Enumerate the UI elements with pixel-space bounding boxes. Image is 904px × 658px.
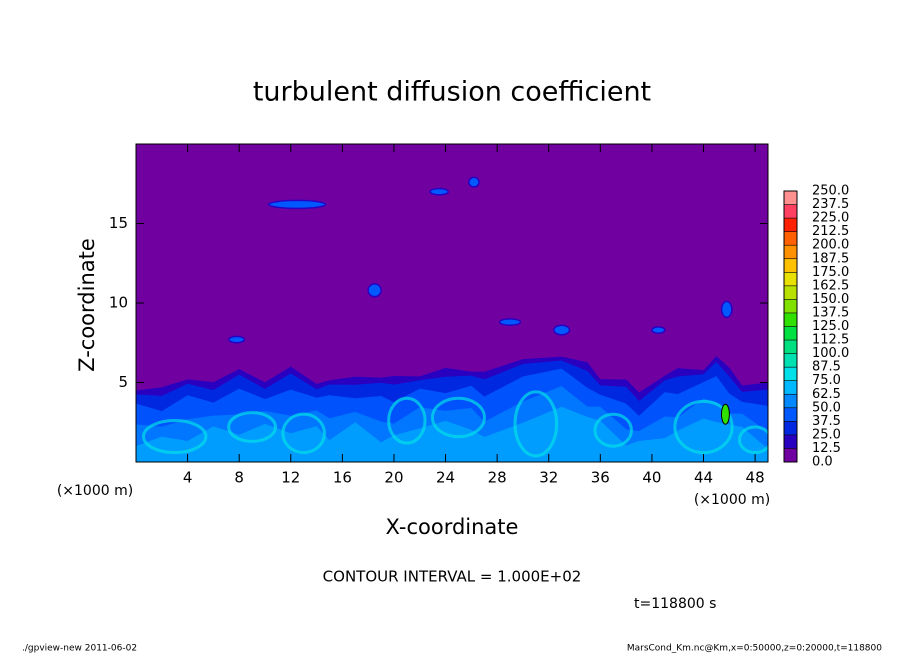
colorbar-label: 112.5 <box>812 333 849 348</box>
field-blob <box>367 283 382 298</box>
x-tick-label: 24 <box>436 469 455 487</box>
field-blob <box>267 199 327 210</box>
field-blob <box>553 324 571 336</box>
field-swirl <box>387 396 427 445</box>
x-unit: (×1000 m) <box>694 492 770 508</box>
colorbar-label: 150.0 <box>812 292 849 307</box>
colorbar-label: 175.0 <box>812 265 849 280</box>
x-tick-label: 16 <box>333 469 352 487</box>
colorbar-label: 0.0 <box>812 455 833 470</box>
field-blob <box>429 187 449 196</box>
annotation: CONTOUR INTERVAL = 1.000E+02 <box>323 568 582 586</box>
colorbar-frame <box>783 190 798 463</box>
field-blob <box>498 318 522 327</box>
colorbar-label: 12.5 <box>812 441 841 456</box>
x-tick-label: 4 <box>183 469 193 487</box>
colorbar-swatch <box>784 218 797 232</box>
y-tick-label: 5 <box>118 373 128 391</box>
colorbar-swatch <box>784 367 797 381</box>
colorbar-label: 75.0 <box>812 373 841 388</box>
colorbar-swatch <box>784 434 797 449</box>
colorbar-label: 200.0 <box>812 238 849 253</box>
colorbar-swatch <box>784 421 797 435</box>
colorbar-swatch <box>784 340 797 354</box>
field-swirl <box>227 411 277 443</box>
x-tick-label: 40 <box>642 469 661 487</box>
colorbar-swatch <box>784 245 797 259</box>
x-tick-label: 32 <box>539 469 558 487</box>
field-swirl <box>513 390 559 458</box>
colorbar-label: 162.5 <box>812 278 849 293</box>
colorbar-swatch <box>784 407 797 422</box>
x-tick-label: 44 <box>694 469 713 487</box>
colorbar-swatch <box>784 231 797 246</box>
colorbar-swatch <box>784 394 797 408</box>
colorbar-swatch <box>784 272 797 286</box>
colorbar-label: 225.0 <box>812 211 849 226</box>
field-swirl <box>593 412 633 448</box>
x-tick-label: 8 <box>234 469 244 487</box>
x-unit: (×1000 m) <box>57 483 133 499</box>
colorbar-label: 187.5 <box>812 251 849 266</box>
x-tick-label: 12 <box>281 469 300 487</box>
footer-left: ./gpview-new 2011-06-02 <box>22 644 137 654</box>
colorbar-swatch <box>784 258 797 273</box>
x-tick-label: 28 <box>488 469 507 487</box>
colorbar-label: 125.0 <box>812 319 849 334</box>
x-tick-label: 20 <box>384 469 403 487</box>
field-blob <box>228 335 246 344</box>
field-swirl <box>673 399 734 455</box>
colorbar-label: 137.5 <box>812 305 849 320</box>
field-blob <box>720 403 730 425</box>
colorbar-swatch <box>784 191 797 205</box>
colorbar-swatch <box>784 380 797 395</box>
y-axis-label: Z-coordinate <box>75 238 99 372</box>
field-layer <box>136 406 768 462</box>
colorbar-label: 250.0 <box>812 184 849 199</box>
colorbar-swatch <box>784 285 797 300</box>
x-axis-label: X-coordinate <box>386 515 519 539</box>
field <box>136 144 768 462</box>
field-blob <box>467 176 480 188</box>
colorbar-label: 87.5 <box>812 360 841 375</box>
colorbar-label: 50.0 <box>812 400 841 415</box>
field-swirl <box>281 412 326 455</box>
colorbar-swatch <box>784 312 797 327</box>
time-label: t=118800 s <box>634 596 716 612</box>
colorbar-swatch <box>784 299 797 313</box>
colorbar-label: 212.5 <box>812 224 849 239</box>
chart-title: turbulent diffusion coefficient <box>253 77 651 108</box>
x-tick-label: 36 <box>591 469 610 487</box>
colorbar-label: 37.5 <box>812 414 841 429</box>
colorbar-label: 62.5 <box>812 387 841 402</box>
colorbar-swatch <box>784 448 797 462</box>
colorbar-swatch <box>784 204 797 219</box>
colorbar-swatch <box>784 353 797 368</box>
colorbar-label: 25.0 <box>812 427 841 442</box>
x-tick-label: 48 <box>746 469 765 487</box>
field-swirl <box>738 425 768 455</box>
colorbar-label: 100.0 <box>812 346 849 361</box>
field-swirl <box>430 396 486 439</box>
colorbar-label: 237.5 <box>812 197 849 212</box>
footer-right: MarsCond_Km.nc@Km,x=0:50000,z=0:20000,t=… <box>627 644 882 654</box>
y-tick-label: 15 <box>109 214 128 232</box>
field-blob <box>720 300 733 319</box>
colorbar-swatch <box>784 326 797 341</box>
field-swirl <box>141 419 208 455</box>
y-tick-label: 10 <box>109 294 128 312</box>
field-blob <box>651 326 666 334</box>
